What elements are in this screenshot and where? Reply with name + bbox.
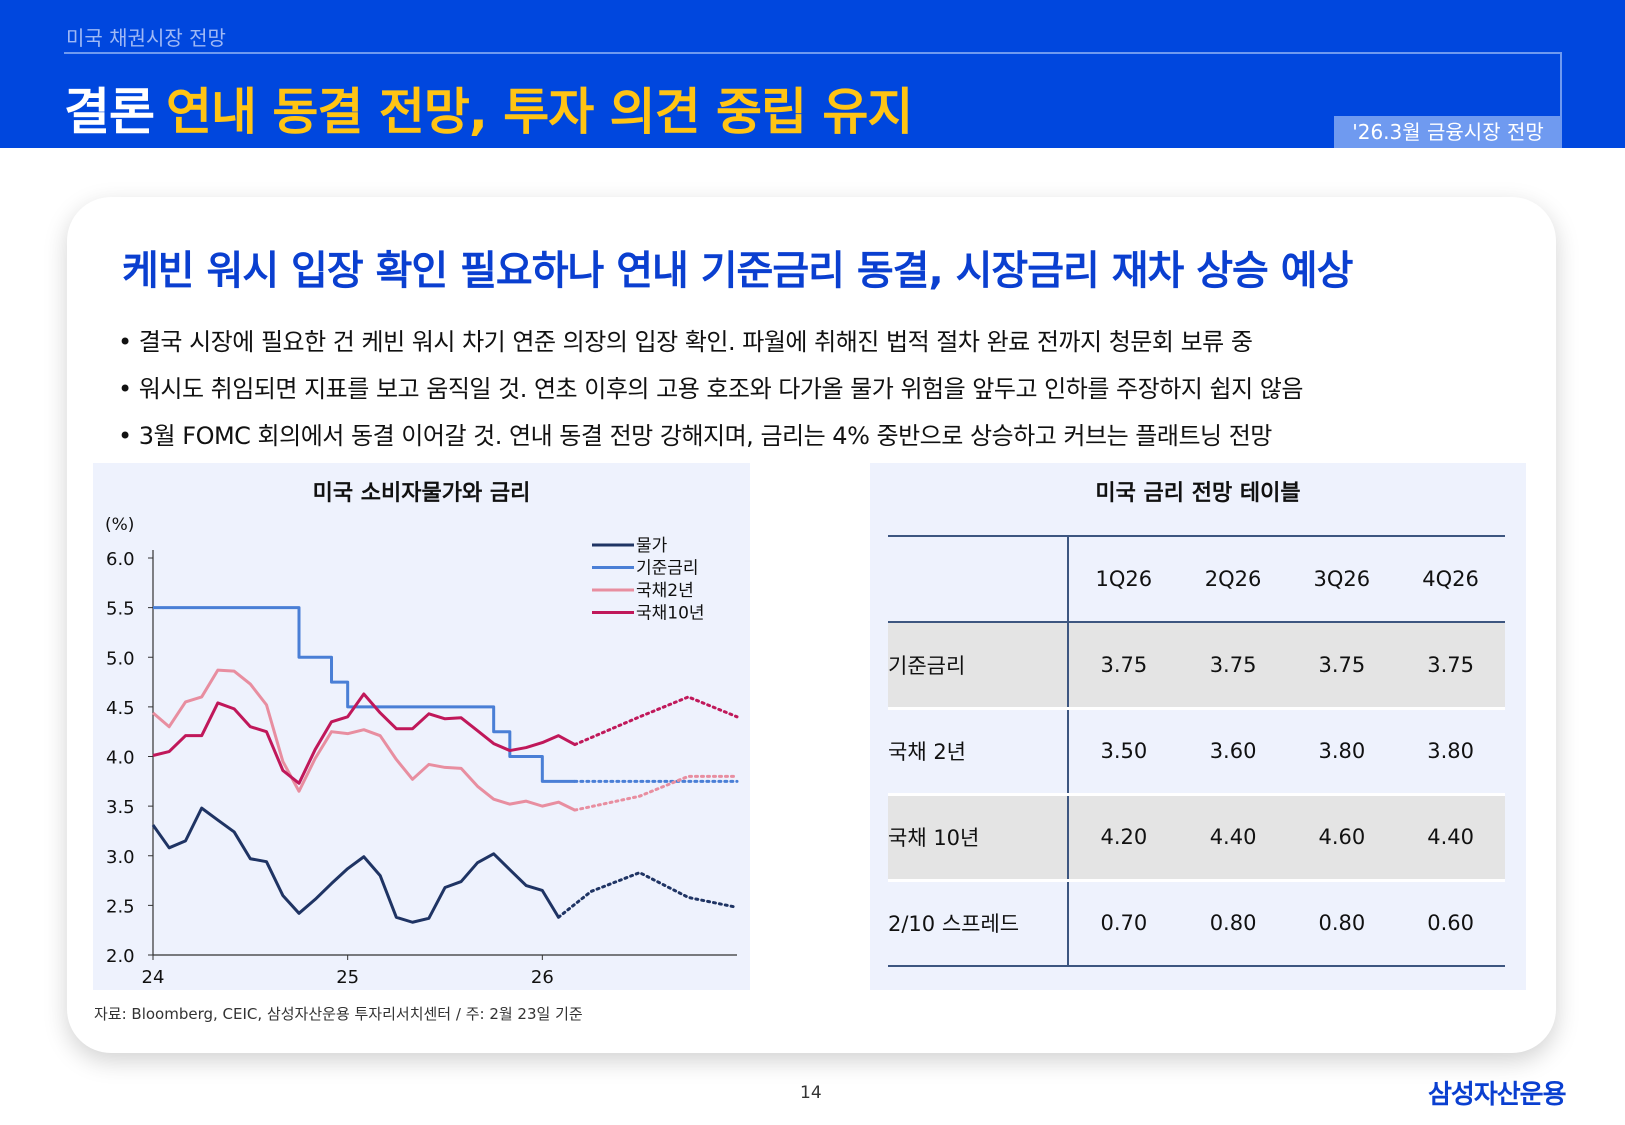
table-row: 국채 10년 4.20 4.40 4.60 4.40 xyxy=(888,794,1505,882)
card-heading: 케빈 워시 입장 확인 필요하나 연내 기준금리 동결, 시장금리 재차 상승 … xyxy=(122,248,1353,294)
row-label: 2/10 스프레드 xyxy=(888,880,1069,967)
row-label: 기준금리 xyxy=(888,622,1069,710)
x-tick-label: 26 xyxy=(531,967,554,988)
column-header: 1Q26 xyxy=(1068,535,1179,623)
column-header: 3Q26 xyxy=(1287,535,1397,623)
header-bar: 미국 채권시장 전망 결론 연내 동결 전망, 투자 의견 중립 유지 '26.3… xyxy=(0,0,1625,148)
x-tick-label: 24 xyxy=(142,967,165,988)
table-row: 2/10 스프레드 0.70 0.80 0.80 0.60 xyxy=(888,880,1505,967)
table-cell: 4.60 xyxy=(1287,794,1397,882)
y-tick-label: 3.5 xyxy=(106,797,135,818)
y-tick-label: 3.0 xyxy=(106,847,135,868)
table-cell: 0.80 xyxy=(1178,880,1288,967)
table-cell: 3.75 xyxy=(1068,622,1179,710)
table-cell: 3.80 xyxy=(1396,708,1505,796)
y-tick-label: 5.0 xyxy=(106,648,135,669)
column-header xyxy=(888,535,1069,623)
x-tick-label: 25 xyxy=(336,967,359,988)
table-cell: 4.40 xyxy=(1396,794,1505,882)
report-badge: '26.3월 금융시장 전망 xyxy=(1334,116,1562,148)
series-forecast-0 xyxy=(556,870,739,919)
y-tick-label: 6.0 xyxy=(106,549,135,570)
table-cell: 3.75 xyxy=(1396,622,1505,710)
header-divider xyxy=(64,52,1562,54)
row-label: 국채 10년 xyxy=(888,794,1069,882)
table-row: 기준금리 3.75 3.75 3.75 3.75 xyxy=(888,622,1505,710)
bullet-2: • 워시도 취임되면 지표를 보고 움직일 것. 연초 이후의 고용 호조와 다… xyxy=(118,375,1303,403)
series-line-0 xyxy=(151,806,560,924)
page-title: 결론 연내 동결 전망, 투자 의견 중립 유지 xyxy=(64,72,913,144)
table-cell: 3.50 xyxy=(1068,708,1179,796)
chart-panel: 미국 소비자물가와 금리 xyxy=(93,463,750,990)
table-cell: 3.60 xyxy=(1178,708,1288,796)
bullet-1: • 결국 시장에 필요한 건 케빈 워시 차기 연준 의장의 입장 확인. 파월… xyxy=(118,328,1253,356)
y-tick-label: 2.0 xyxy=(106,946,135,967)
table-cell: 0.60 xyxy=(1396,880,1505,967)
rate-forecast-table: 1Q26 2Q26 3Q26 4Q26 기준금리 3.75 3.75 3.75 3.75… xyxy=(888,535,1505,967)
table-header-row: 1Q26 2Q26 3Q26 4Q26 xyxy=(888,535,1505,623)
series-line-2 xyxy=(152,668,576,812)
series-line-3 xyxy=(152,692,576,785)
y-tick-label: 2.5 xyxy=(106,896,135,917)
legend-label: 국채2년 xyxy=(636,581,694,601)
y-axis-label: (%) xyxy=(105,515,134,535)
table-title: 미국 금리 전망 테이블 xyxy=(1095,481,1301,506)
table-row: 국채 2년 3.50 3.60 3.80 3.80 xyxy=(888,708,1505,796)
chart-title: 미국 소비자물가와 금리 xyxy=(312,481,531,506)
title-main: 연내 동결 전망, 투자 의견 중립 유지 xyxy=(166,83,913,141)
table-cell: 0.70 xyxy=(1068,880,1179,967)
legend-label: 기준금리 xyxy=(636,559,699,579)
title-prefix: 결론 xyxy=(64,83,155,141)
header-divider-vertical xyxy=(1560,52,1562,116)
bullet-3: • 3월 FOMC 회의에서 동결 이어갈 것. 연내 동결 전망 강해지며, … xyxy=(118,422,1272,450)
column-header: 2Q26 xyxy=(1178,535,1288,623)
legend-label: 물가 xyxy=(636,536,668,556)
table-cell: 4.40 xyxy=(1178,794,1288,882)
section-label: 미국 채권시장 전망 xyxy=(66,26,226,50)
row-label: 국채 2년 xyxy=(888,708,1069,796)
series-forecast-2 xyxy=(573,774,739,812)
y-tick-label: 4.5 xyxy=(106,698,135,719)
series-line-1 xyxy=(153,606,575,783)
y-tick-label: 5.5 xyxy=(106,599,135,620)
y-tick-label: 4.0 xyxy=(106,748,135,769)
table-cell: 3.75 xyxy=(1287,622,1397,710)
series-forecast-3 xyxy=(573,695,739,747)
table-cell: 3.75 xyxy=(1178,622,1288,710)
column-header: 4Q26 xyxy=(1396,535,1505,623)
company-logo: 삼성자산운용 xyxy=(1428,1080,1567,1110)
table-cell: 4.20 xyxy=(1068,794,1179,882)
page-number: 14 xyxy=(800,1083,822,1103)
table-cell: 0.80 xyxy=(1287,880,1397,967)
legend-label: 국채10년 xyxy=(636,604,705,624)
source-note: 자료: Bloomberg, CEIC, 삼성자산운용 투자리서치센터 / 주:… xyxy=(94,1005,583,1023)
table-cell: 3.80 xyxy=(1287,708,1397,796)
